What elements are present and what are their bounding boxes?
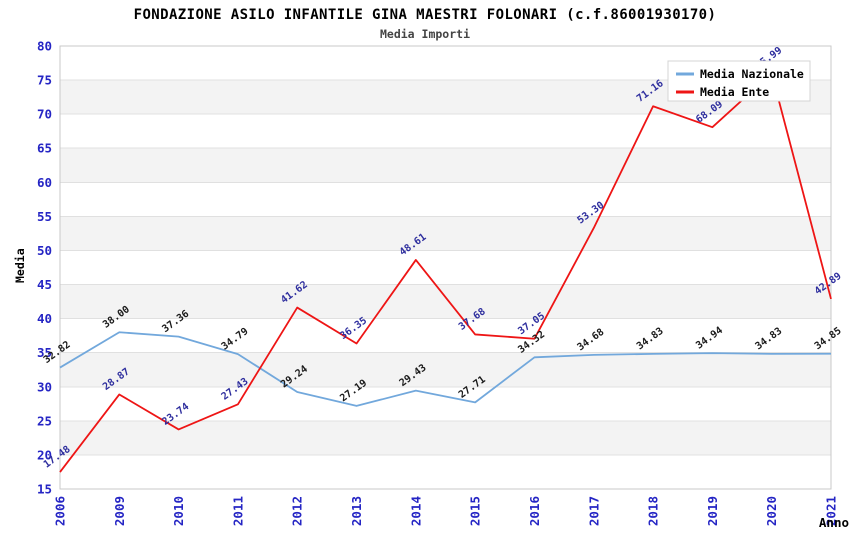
y-axis-tick-label: 30 [37,379,52,394]
legend-label-media-nazionale: Media Nazionale [700,67,804,81]
x-axis-tick-label: 2013 [349,496,364,526]
y-axis-tick-label: 55 [37,209,52,224]
plot-band [60,148,831,183]
y-axis-tick-label: 60 [37,175,52,190]
y-axis-tick-label: 25 [37,413,52,428]
y-axis-tick-label: 65 [37,141,52,156]
plot-band [60,284,831,319]
plot-border [59,45,832,490]
x-axis-tick-label: 2014 [408,496,423,526]
x-axis-tick-label: 2011 [230,496,245,526]
data-label: 34.85 [813,326,844,353]
y-axis-tick-label: 50 [37,243,52,258]
series-line-media-ente [59,72,832,473]
data-label: 34.68 [576,327,607,354]
x-axis-tick-label: 2006 [53,496,68,526]
x-axis-tick-label: 2012 [290,496,305,526]
y-axis-title: Media [13,248,27,283]
x-axis-title: Anno [819,515,849,530]
data-label: 34.83 [635,326,666,353]
series-line-media-nazionale [59,331,832,407]
y-axis-tick-label: 45 [37,277,52,292]
data-label: 34.79 [220,326,251,353]
data-label: 34.83 [753,326,784,353]
data-label: 34.94 [694,325,725,352]
y-axis-tick-label: 80 [37,39,52,54]
plot-band [60,420,831,455]
plot-band [60,352,831,387]
x-axis-tick-label: 2010 [171,496,186,526]
y-axis-tick-label: 75 [37,73,52,88]
chart-title: FONDAZIONE ASILO INFANTILE GINA MAESTRI … [133,7,717,23]
chart-subtitle: Media Importi [379,27,470,41]
x-axis-tick-label: 2019 [705,496,720,526]
y-axis-tick-label: 35 [37,345,52,360]
x-axis-tick-label: 2009 [112,496,127,526]
x-axis-tick-label: 2017 [586,496,601,526]
x-axis-tick-label: 2020 [764,496,779,526]
y-axis-tick-label: 40 [37,311,52,326]
legend [667,60,811,102]
x-axis-tick-label: 2021 [824,496,839,526]
y-axis-tick-label: 20 [37,447,52,462]
y-axis-tick-label: 70 [37,107,52,122]
x-axis-tick-label: 2015 [468,496,483,526]
x-axis-tick-label: 2018 [646,496,661,526]
plot-band [60,216,831,251]
legend-label-media-ente: Media Ente [700,85,769,99]
data-label: 36.35 [338,315,369,342]
x-axis-tick-label: 2016 [527,496,542,526]
y-axis-tick-label: 15 [37,482,52,497]
